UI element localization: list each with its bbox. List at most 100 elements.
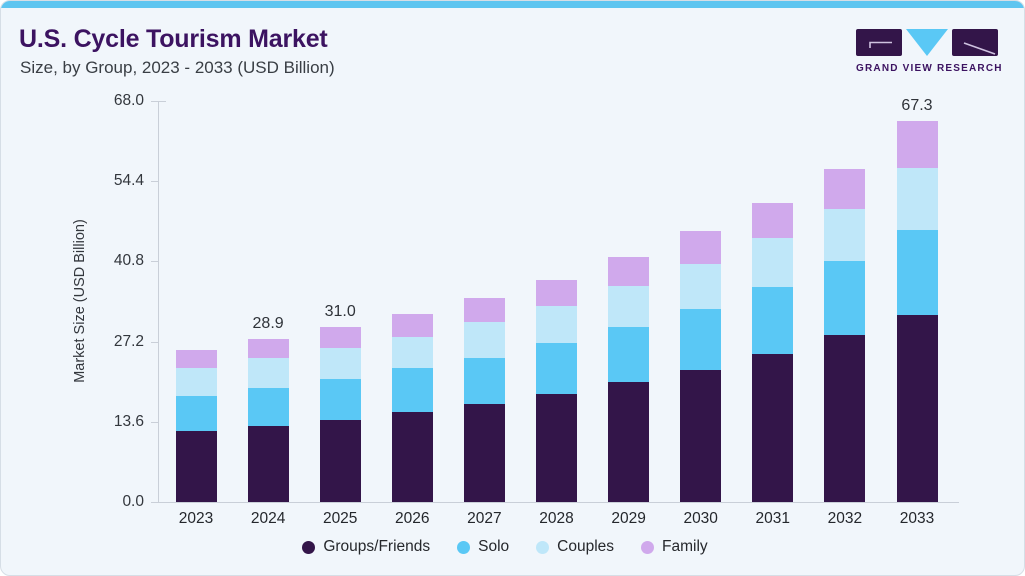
x-tick-label: 2023 [178,510,214,527]
legend-label: Family [662,538,708,555]
bar-2029: 2029 [608,256,650,527]
y-tick-label: 54.4 [113,172,144,189]
bar-segment-family [752,202,794,238]
bar-segment-groups-friends [391,412,433,502]
logo-marks [856,29,998,56]
y-tick-mark [151,342,158,343]
legend-dot-icon [641,540,655,554]
x-tick-label: 2030 [683,510,718,527]
y-tick-label: 68.0 [113,92,144,109]
bar-2031: 2031 [752,202,794,527]
top-accent-bar [1,1,1024,8]
bar-segment-couples [680,263,722,310]
bar-segment-family [319,326,361,349]
y-tick-label: 13.6 [113,413,144,430]
x-axis-line [151,502,959,503]
bar-segment-family [680,231,722,264]
bar-segment-solo [680,309,722,370]
legend-dot-icon [457,540,471,554]
bar-segment-family [896,121,938,169]
bar-segment-solo [175,395,217,432]
logo-v-icon [906,29,948,61]
legend-dot-icon [302,540,316,554]
legend-dot-icon [536,540,550,554]
bar-segment-solo [536,343,577,394]
bar-segment-solo [896,229,938,315]
y-axis-line [158,101,159,502]
chart-legend: Groups/Friends Solo Couples Family [1,538,1009,556]
bar-total-label: 67.3 [901,97,933,115]
bar-2032: 2032 [824,168,866,527]
bar-segment-groups-friends [608,382,650,502]
bar-segment-couples [824,209,866,261]
legend-label: Groups/Friends [323,538,431,555]
legend-label: Solo [478,538,510,555]
bar-segment-couples [175,368,217,396]
logo-text: GRAND VIEW RESEARCH [856,63,1003,74]
bar-2027: 2027 [463,297,505,527]
bar-2026: 2026 [391,313,433,527]
x-tick-label: 2026 [395,510,430,527]
bar-segment-groups-friends [319,419,361,502]
bar-segment-couples [319,348,361,379]
bar-segment-groups-friends [463,404,505,502]
y-axis-title: Market Size (USD Billion) [72,219,88,383]
logo-r-icon [952,29,998,61]
bar-segment-family [463,297,505,323]
y-tick-mark [151,261,158,262]
bar-segment-groups-friends [536,393,577,502]
y-tick-mark [151,181,158,182]
y-tick-label: 27.2 [113,333,144,350]
legend-item-solo: Solo [457,538,509,556]
bar-2025: 31.0 2025 [319,303,361,527]
bar-segment-groups-friends [247,426,289,502]
bar-segment-solo [608,326,650,382]
y-tick-mark [151,422,158,423]
bar-segment-family [824,168,866,210]
bar-segment-family [247,338,289,359]
bar-segment-solo [391,368,433,412]
bar-2033: 67.3 2033 [896,97,938,527]
bar-segment-couples [463,322,505,358]
bar-segment-groups-friends [680,369,722,502]
y-tick-mark [151,101,158,102]
bar-segment-solo [319,378,361,420]
bar-2024: 28.9 2024 [247,315,289,527]
logo-g-icon [856,29,902,61]
x-tick-label: 2025 [322,510,358,527]
page-subtitle: Size, by Group, 2023 - 2033 (USD Billion… [20,58,335,77]
y-tick-label: 40.8 [113,252,144,269]
bar-segment-groups-friends [175,431,217,502]
bar-segment-family [391,313,433,337]
bar-segment-groups-friends [752,353,794,502]
x-tick-label: 2031 [755,510,791,527]
bar-segment-couples [536,305,577,344]
grand-view-research-logo: GRAND VIEW RESEARCH [856,29,1003,74]
x-tick-label: 2032 [827,510,863,527]
bar-segment-solo [824,260,866,335]
y-axis-top-tick [158,101,166,102]
legend-item-groups-friends: Groups/Friends [302,538,430,556]
bar-2023: 2023 [175,349,217,527]
bar-segment-family [175,349,217,369]
x-tick-label: 2027 [467,510,502,527]
legend-label: Couples [557,538,615,555]
bar-segment-couples [896,168,938,230]
y-tick-label: 0.0 [122,493,144,510]
bar-segment-solo [752,286,794,354]
bar-2030: 2030 [680,231,722,527]
x-tick-label: 2024 [250,510,286,527]
x-tick-label: 2029 [611,510,646,527]
bar-segment-couples [391,336,433,369]
bar-segment-groups-friends [896,314,938,502]
plot-area: 2023 28.9 2024 31.0 2025 2026 2027 2028 2029 2030… [158,97,958,527]
page-title: U.S. Cycle Tourism Market [19,25,328,53]
bar-segment-family [536,279,577,306]
bar-total-label: 28.9 [252,314,284,332]
legend-item-couples: Couples [536,538,614,556]
bar-segment-couples [608,285,650,327]
legend-item-family: Family [641,538,708,556]
